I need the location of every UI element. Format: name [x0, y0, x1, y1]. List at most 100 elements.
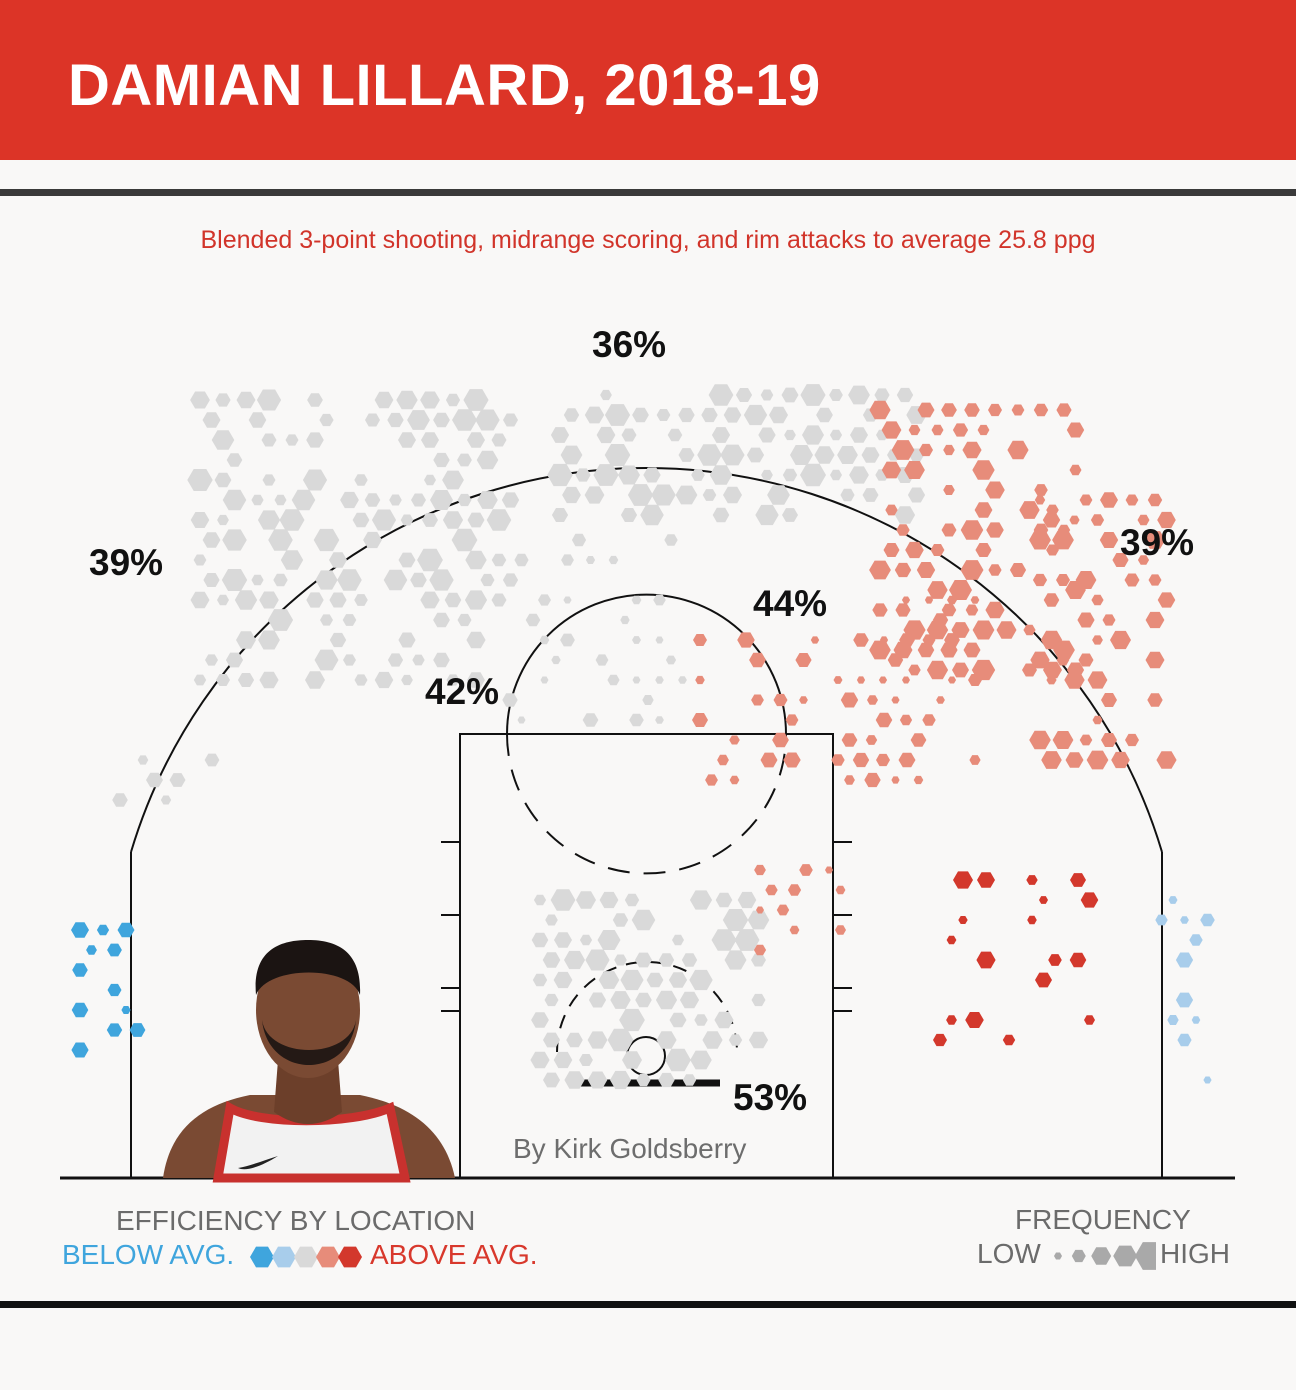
efficiency-swatch [316, 1246, 340, 1268]
shot-hex [772, 732, 789, 748]
shot-hex [917, 402, 935, 418]
shot-hex [96, 924, 110, 936]
shot-hex [1066, 422, 1085, 438]
shot-hex [962, 441, 982, 459]
shot-hex [584, 486, 605, 504]
zone-pct-top-three: 36% [592, 324, 667, 365]
shot-hex [540, 676, 549, 684]
shot-hex [387, 412, 404, 428]
shot-hex [560, 445, 583, 465]
shot-hex [631, 909, 656, 931]
shot-hex [517, 716, 526, 724]
shot-hex [1092, 715, 1103, 725]
shot-hex [891, 776, 900, 784]
shot-hex [256, 389, 282, 411]
shot-hex [800, 384, 826, 406]
header-bar [0, 0, 1296, 160]
player-beard [262, 1020, 356, 1065]
shot-hex [221, 569, 248, 591]
shot-hex [137, 755, 149, 765]
shot-hex [968, 674, 982, 686]
shot-hex [465, 550, 487, 570]
shot-hex [1070, 873, 1086, 887]
shot-hex [451, 528, 478, 552]
shot-hex [307, 393, 323, 407]
shot-hex [724, 950, 747, 970]
shot-hex [658, 953, 675, 967]
shot-hex [1125, 494, 1139, 506]
shot-hex [410, 572, 427, 588]
shot-hex [585, 949, 610, 971]
shot-hex [627, 484, 654, 506]
shot-hex [610, 991, 631, 1009]
shot-hex [749, 652, 766, 668]
shot-hex [784, 429, 796, 441]
efficiency-swatch [272, 1246, 296, 1268]
shot-hex [538, 594, 551, 606]
shot-hex [112, 793, 128, 807]
shot-hex [579, 1054, 593, 1066]
shot-hex [761, 469, 773, 481]
shot-hex [550, 889, 576, 911]
shot-hex [635, 952, 652, 968]
shot-hex [773, 693, 788, 707]
shot-hex [974, 502, 993, 518]
efficiency-swatch [250, 1246, 274, 1268]
shot-hex [502, 693, 518, 707]
shot-hex [364, 493, 381, 507]
shot-hex [306, 432, 324, 448]
shot-hex [1175, 992, 1194, 1008]
shot-hex [1064, 671, 1085, 689]
shot-hex [533, 894, 547, 906]
shot-hex [222, 489, 247, 511]
shot-hex [960, 520, 984, 540]
frequency-legend-swatches [1054, 1242, 1156, 1270]
shot-hex [354, 474, 368, 486]
shot-hex [840, 692, 859, 708]
shot-hex [383, 569, 408, 591]
shot-hex [643, 467, 661, 483]
shot-hex [751, 694, 764, 706]
shot-hex [466, 631, 486, 649]
shot-hex [933, 1033, 947, 1047]
shot-hex [782, 508, 798, 522]
shot-hex [554, 932, 572, 948]
shot-hex [257, 510, 281, 530]
shot-hex [944, 633, 960, 647]
shot-hex [582, 713, 599, 727]
shot-hex [562, 486, 581, 504]
shot-hex [690, 1050, 712, 1070]
shot-hex [629, 713, 644, 727]
shot-hex [121, 1006, 131, 1014]
shot-hex [877, 715, 889, 725]
shot-hex [708, 384, 734, 406]
shot-hex [1084, 1015, 1095, 1025]
efficiency-swatch [294, 1246, 318, 1268]
shot-hex [985, 481, 1005, 499]
shot-hex [1043, 661, 1062, 679]
shot-hex [972, 620, 995, 640]
shot-hex [769, 406, 788, 424]
frequency-swatch [1091, 1247, 1112, 1265]
shot-hex [342, 614, 357, 626]
frequency-legend-title: FREQUENCY [1015, 1204, 1191, 1235]
shot-hex [619, 1008, 645, 1032]
shot-hex [202, 532, 221, 548]
shot-hex [656, 409, 671, 421]
shot-hex [72, 963, 88, 977]
shot-hex [1035, 972, 1052, 988]
shot-hex [831, 754, 845, 766]
shot-hex [1156, 751, 1177, 769]
shot-hex [678, 676, 687, 684]
shot-hex [530, 1051, 550, 1069]
shot-hex [737, 632, 755, 648]
shot-hex [273, 573, 288, 587]
shot-hex [814, 446, 835, 464]
shot-hex [1110, 630, 1131, 650]
zone-pct-right-three: 39% [1120, 522, 1195, 563]
shot-hex [1042, 512, 1061, 528]
shot-hex [694, 1014, 708, 1026]
shot-hex [343, 654, 356, 666]
shot-hex [547, 463, 573, 487]
shot-hex [584, 406, 605, 424]
